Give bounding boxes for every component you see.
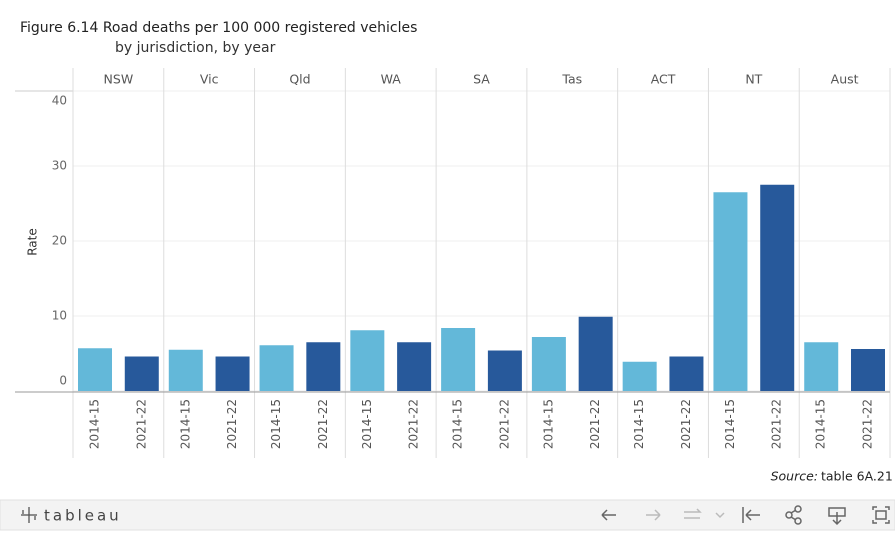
download-button[interactable] (828, 507, 846, 526)
x-tick-label: 2021-22 (497, 399, 511, 449)
panel-header: WA (381, 72, 402, 87)
bar (397, 342, 432, 391)
fullscreen-button[interactable] (872, 506, 890, 524)
bar (531, 337, 566, 391)
y-tick-label: 20 (52, 234, 67, 248)
x-tick-label: 2021-22 (861, 399, 875, 449)
revert-menu[interactable] (715, 512, 725, 519)
toolbar: tableau (0, 499, 895, 531)
chart-title: Figure 6.14 Road deaths per 100 000 regi… (20, 20, 417, 36)
share-button[interactable] (785, 505, 802, 525)
panel-header: NT (745, 72, 762, 87)
panel-header: ACT (651, 72, 676, 87)
y-tick-label: 10 (52, 309, 67, 323)
y-tick-label: 0 (59, 374, 67, 388)
x-tick-label: 2014-15 (178, 399, 192, 449)
panel-header: Aust (831, 72, 859, 87)
tableau-mark (21, 507, 37, 523)
x-tick-label: 2014-15 (451, 399, 465, 449)
x-tick-label: 2014-15 (269, 399, 283, 449)
bar (215, 356, 250, 391)
bar (669, 356, 704, 391)
revert-button[interactable] (684, 508, 702, 519)
x-tick-label: 2014-15 (360, 399, 374, 449)
bar (804, 342, 839, 391)
x-tick-label: 2014-15 (814, 399, 828, 449)
panel-header: SA (473, 72, 490, 87)
source-label: Source: (771, 469, 818, 484)
undo-button[interactable] (601, 509, 616, 521)
panel-header: Vic (200, 72, 219, 87)
x-tick-label: 2014-15 (541, 399, 555, 449)
x-tick-label: 2021-22 (225, 399, 239, 449)
bar (851, 349, 885, 391)
bar (259, 345, 294, 391)
x-tick-label: 2014-15 (632, 399, 646, 449)
plot: 0 10 20 30 40 NSW 2014-15 2021-22 Vic 2014-15 2021… (52, 68, 891, 458)
x-tick-label: 2014-15 (723, 399, 737, 449)
bar (487, 350, 522, 391)
bar (441, 328, 476, 391)
x-tick-label: 2014-15 (88, 399, 102, 449)
x-tick-label: 2021-22 (134, 399, 148, 449)
tableau-logo: tableau (44, 507, 122, 525)
bar (760, 184, 795, 391)
x-tick-label: 2021-22 (679, 399, 693, 449)
panel-header: Qld (289, 72, 310, 87)
x-tick-label: 2021-22 (770, 399, 784, 449)
reset-button[interactable] (742, 507, 760, 523)
bar (306, 342, 341, 391)
redo-button[interactable] (646, 509, 661, 521)
y-tick-label: 30 (52, 159, 67, 173)
panel-header: NSW (104, 72, 134, 87)
bar (350, 330, 385, 391)
bar (578, 316, 613, 391)
x-tick-label: 2021-22 (316, 399, 330, 449)
bar (713, 192, 748, 391)
panel-header: Tas (561, 72, 582, 87)
source: table 6A.21 (821, 469, 893, 484)
bar (168, 349, 203, 391)
toolbar-bg (0, 499, 895, 531)
bar (78, 348, 112, 391)
x-tick-label: 2021-22 (407, 399, 421, 449)
x-tick-label: 2021-22 (588, 399, 602, 449)
chart-subtitle: by jurisdiction, by year (115, 40, 276, 56)
bar (124, 356, 159, 391)
y-axis-label: Rate (26, 228, 40, 256)
y-tick-label: 40 (52, 94, 67, 108)
bar (622, 361, 657, 391)
